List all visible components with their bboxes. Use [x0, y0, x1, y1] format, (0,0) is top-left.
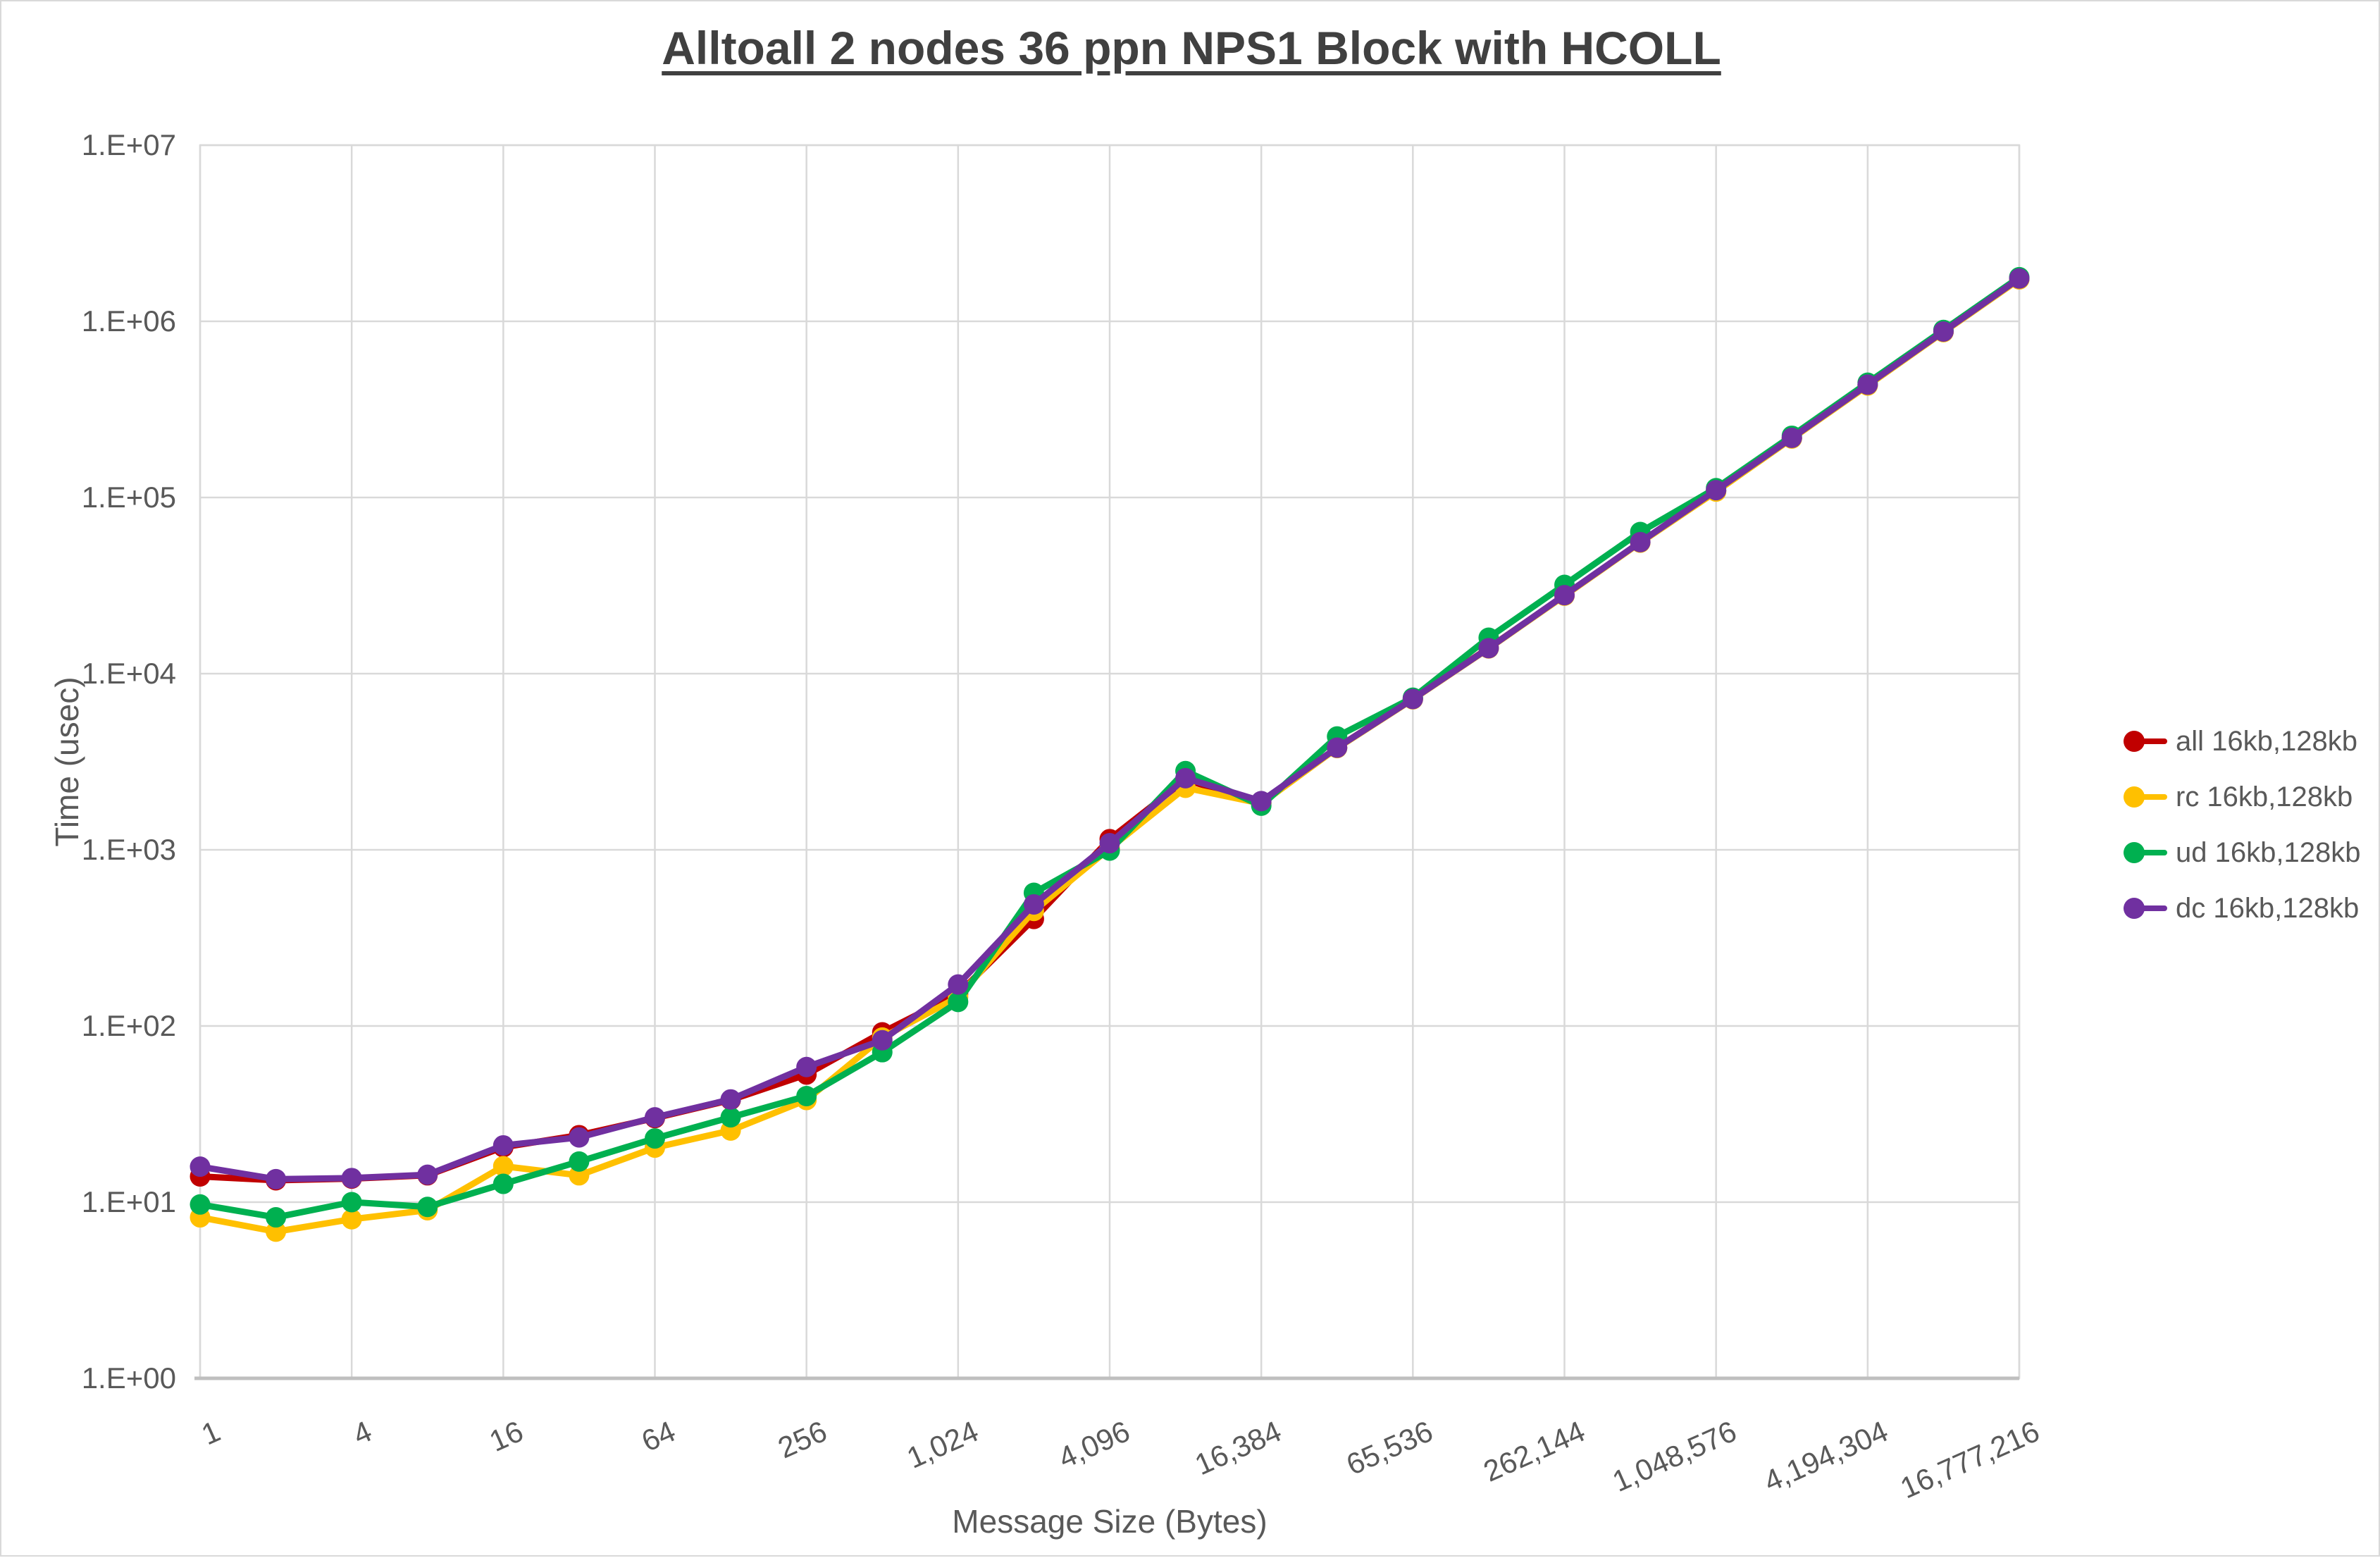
data-point-dc-32768: [1327, 737, 1348, 758]
data-point-dc-262144: [1554, 585, 1575, 606]
legend-entry-dc[interactable]: dc 16kb,128kb: [2124, 892, 2377, 924]
legend: all 16kb,128kb rc 16kb,128kb ud 16kb,128…: [2124, 725, 2377, 950]
data-point-ud-256: [796, 1085, 817, 1106]
y-tick-label: 1.E+03: [81, 833, 176, 866]
chart-title: Alltoall 2 nodes 36 ppn NPS1 Block with …: [662, 22, 1721, 74]
y-tick-label: 1.E+02: [81, 1009, 176, 1042]
data-point-dc-4096: [1099, 833, 1120, 854]
y-tick-label: 1.E+00: [81, 1361, 176, 1395]
legend-label: dc 16kb,128kb: [2176, 892, 2360, 924]
data-point-dc-4: [341, 1168, 362, 1189]
data-point-ud-64: [645, 1128, 665, 1149]
data-point-rc-4: [341, 1208, 362, 1230]
legend-entry-rc[interactable]: rc 16kb,128kb: [2124, 781, 2377, 812]
data-point-dc-1: [190, 1156, 211, 1177]
data-point-dc-8388608: [1933, 321, 1954, 342]
data-point-ud-32: [569, 1151, 590, 1172]
y-tick-label: 1.E+06: [81, 304, 176, 338]
legend-marker-rc: [2124, 783, 2167, 811]
legend-label: rc 16kb,128kb: [2176, 781, 2353, 812]
data-point-dc-4194304: [1857, 374, 1878, 395]
data-point-ud-1024: [948, 991, 969, 1013]
legend-marker-dc: [2124, 894, 2167, 922]
data-point-dc-65536: [1402, 688, 1423, 710]
data-point-ud-4: [341, 1192, 362, 1213]
legend-entry-all[interactable]: all 16kb,128kb: [2124, 725, 2377, 757]
data-point-ud-16: [492, 1173, 514, 1194]
data-point-ud-8: [417, 1197, 438, 1218]
data-point-dc-131072: [1478, 638, 1499, 659]
legend-marker-all: [2124, 727, 2167, 755]
data-point-dc-32: [569, 1127, 590, 1148]
data-point-rc-16: [492, 1156, 514, 1177]
y-tick-label: 1.E+07: [81, 128, 176, 161]
data-point-dc-128: [720, 1089, 741, 1110]
data-point-dc-2097152: [1781, 427, 1802, 448]
data-point-ud-1: [190, 1194, 211, 1215]
legend-marker-ud: [2124, 839, 2167, 867]
data-point-dc-8: [417, 1164, 438, 1185]
y-tick-label: 1.E+01: [81, 1185, 176, 1218]
data-point-dc-2048: [1023, 894, 1044, 915]
data-point-dc-16384: [1251, 791, 1272, 812]
legend-label: all 16kb,128kb: [2176, 725, 2357, 757]
data-point-dc-1048576: [1706, 480, 1727, 501]
data-point-dc-524288: [1630, 531, 1651, 552]
data-point-rc-2: [266, 1221, 287, 1242]
y-tick-label: 1.E+05: [81, 481, 176, 514]
data-point-dc-2: [266, 1168, 287, 1189]
data-point-dc-1024: [948, 974, 969, 995]
legend-entry-ud[interactable]: ud 16kb,128kb: [2124, 836, 2377, 868]
y-tick-label: 1.E+04: [81, 657, 176, 690]
data-point-ud-2: [266, 1207, 287, 1228]
x-axis-title: Message Size (Bytes): [952, 1503, 1268, 1540]
data-point-dc-256: [796, 1056, 817, 1077]
data-point-dc-8192: [1175, 767, 1196, 789]
data-point-ud-128: [720, 1107, 741, 1128]
data-point-dc-64: [645, 1107, 665, 1128]
legend-label: ud 16kb,128kb: [2176, 836, 2361, 868]
data-point-dc-512: [872, 1030, 893, 1051]
data-point-dc-16777216: [2009, 268, 2030, 289]
data-point-dc-16: [492, 1135, 514, 1156]
